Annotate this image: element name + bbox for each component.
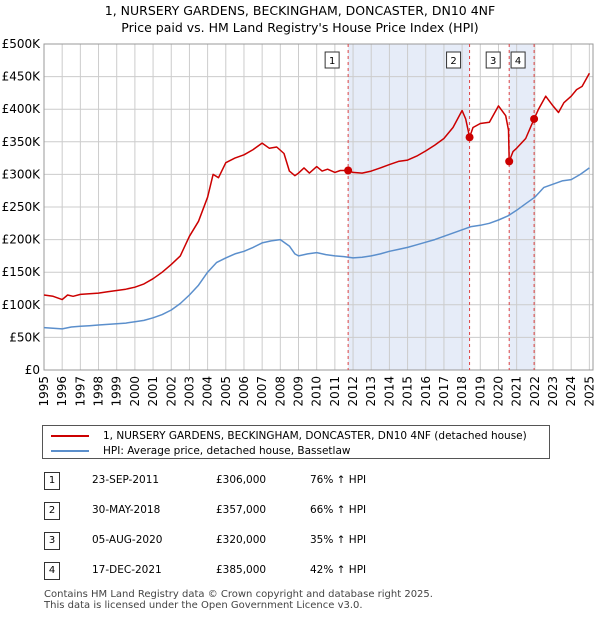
x-tick-label: 2023 (546, 376, 560, 407)
hpi-series-line (43, 167, 590, 330)
legend-label-property: 1, NURSERY GARDENS, BECKINGHAM, DONCASTE… (103, 430, 527, 442)
sale-hpi-change: 42% ↑ HPI (310, 564, 367, 576)
sale-point (465, 133, 474, 142)
x-tick-label: 2014 (382, 376, 396, 407)
sale-number-badge: 2 (44, 502, 60, 520)
sale-row: 3 05-AUG-2020 £320,000 35% ↑ HPI (40, 532, 580, 550)
x-tick-label: 2017 (437, 376, 451, 407)
y-tick-label: £150K (2, 265, 42, 279)
sale-point (344, 166, 353, 175)
x-tick-label: 2018 (455, 376, 469, 407)
legend-label-hpi: HPI: Average price, detached house, Bass… (103, 445, 351, 457)
axis-labels: 1995 1996 1997 1998 1999 2000 2001 2002 2003 2004… (2, 37, 597, 407)
x-tick-label: 2000 (128, 376, 142, 407)
y-tick-label: £50K (9, 330, 41, 344)
sale-price: £306,000 (216, 474, 267, 486)
y-tick-label: £450K (2, 70, 42, 84)
legend-swatch-hpi (51, 450, 89, 452)
x-tick-label: 1999 (110, 376, 124, 407)
property-series-line (43, 72, 591, 301)
x-tick-label: 2001 (146, 376, 160, 407)
footer-attribution: Contains HM Land Registry data © Crown c… (44, 589, 433, 611)
x-tick-label: 2011 (328, 376, 342, 407)
y-tick-label: £250K (2, 200, 42, 214)
sale-number-badge: 4 (44, 562, 60, 580)
y-tick-label: £100K (2, 298, 42, 312)
sale-point (530, 114, 539, 123)
x-tick-label: 2008 (273, 376, 287, 407)
sale-date: 17-DEC-2021 (92, 564, 162, 576)
sale-label-box (446, 51, 462, 69)
x-tick-label: 1995 (37, 376, 51, 407)
x-tick-label: 2002 (164, 376, 178, 407)
legend-item-hpi: HPI: Average price, detached house, Bass… (51, 444, 350, 458)
sale-label-box (324, 51, 340, 69)
x-tick-label: 2004 (201, 376, 215, 407)
y-tick-label: £0 (25, 363, 40, 377)
x-tick-label: 2025 (582, 376, 596, 407)
series-lines (43, 72, 591, 330)
x-tick-label: 1998 (92, 376, 106, 407)
sale-label-number: 4 (515, 56, 521, 67)
x-tick-label: 2012 (346, 376, 360, 407)
x-tick-label: 2003 (182, 376, 196, 407)
x-tick-label: 1996 (55, 376, 69, 407)
price-chart: 1 2 3 4 1995 1996 1997 1998 1999 2000 2001 2002 200… (2, 37, 597, 407)
x-tick-label: 2015 (401, 376, 415, 407)
x-tick-label: 2021 (510, 376, 524, 407)
x-tick-label: 2006 (237, 376, 251, 407)
x-tick-label: 2024 (564, 376, 578, 407)
y-tick-label: £400K (2, 102, 42, 116)
sale-number-badge: 3 (44, 532, 60, 550)
title-line-1: 1, NURSERY GARDENS, BECKINGHAM, DONCASTE… (104, 3, 496, 18)
legend-swatch-property (51, 435, 89, 437)
sale-hpi-change: 35% ↑ HPI (310, 534, 367, 546)
sale-row: 1 23-SEP-2011 £306,000 76% ↑ HPI (40, 472, 580, 490)
footer-line-1: Contains HM Land Registry data © Crown c… (44, 589, 433, 600)
x-tick-label: 2022 (528, 376, 542, 407)
x-tick-label: 2013 (364, 376, 378, 407)
sale-label-number: 2 (450, 56, 456, 67)
sale-label-number: 3 (490, 56, 496, 67)
x-tick-label: 2010 (310, 376, 324, 407)
sale-label-number: 1 (329, 56, 335, 67)
sale-date: 23-SEP-2011 (92, 474, 160, 486)
sale-date: 05-AUG-2020 (92, 534, 163, 546)
legend-item-property: 1, NURSERY GARDENS, BECKINGHAM, DONCASTE… (51, 429, 527, 443)
sale-price: £320,000 (216, 534, 267, 546)
legend: 1, NURSERY GARDENS, BECKINGHAM, DONCASTE… (42, 425, 550, 459)
sale-hpi-change: 66% ↑ HPI (310, 504, 367, 516)
sale-price: £385,000 (216, 564, 267, 576)
x-tick-label: 2007 (255, 376, 269, 407)
x-tick-label: 2016 (419, 376, 433, 407)
y-tick-label: £500K (2, 37, 42, 51)
grid-lines (43, 43, 594, 371)
sale-marker-lines (347, 44, 535, 370)
sale-hpi-change: 76% ↑ HPI (310, 474, 367, 486)
x-tick-label: 2005 (219, 376, 233, 407)
sale-price: £357,000 (216, 504, 267, 516)
sale-number-badge: 1 (44, 472, 60, 490)
sale-row: 4 17-DEC-2021 £385,000 42% ↑ HPI (40, 562, 580, 580)
sale-labels: 1 2 3 4 (324, 51, 526, 69)
x-tick-label: 2019 (473, 376, 487, 407)
chart-title: 1, NURSERY GARDENS, BECKINGHAM, DONCASTE… (0, 2, 600, 36)
plot-frame (43, 43, 594, 371)
sale-row: 2 30-MAY-2018 £357,000 66% ↑ HPI (40, 502, 580, 520)
x-tick-label: 2020 (491, 376, 505, 407)
x-tick-label: 1997 (73, 376, 87, 407)
y-tick-label: £350K (2, 135, 42, 149)
y-tick-label: £300K (2, 167, 42, 181)
x-tick-label: 2009 (292, 376, 306, 407)
title-line-2: Price paid vs. HM Land Registry's House … (121, 20, 479, 35)
sale-date: 30-MAY-2018 (92, 504, 161, 516)
sale-label-box (485, 51, 501, 69)
y-tick-label: £200K (2, 233, 42, 247)
footer-line-2: This data is licensed under the Open Gov… (44, 600, 363, 611)
sale-label-box (510, 51, 526, 69)
sale-point (505, 157, 514, 166)
sale-points (344, 114, 539, 175)
